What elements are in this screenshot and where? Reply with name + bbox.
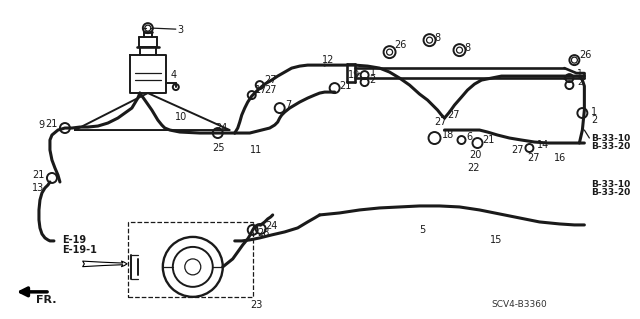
Text: FR.: FR. [36, 295, 56, 305]
Text: 27: 27 [435, 117, 447, 127]
Text: 1: 1 [591, 107, 598, 117]
Text: 27: 27 [265, 85, 277, 95]
Text: 7: 7 [285, 100, 291, 110]
Text: 10: 10 [175, 112, 187, 122]
Text: 15: 15 [490, 235, 502, 245]
Text: 4: 4 [171, 70, 177, 80]
Text: 20: 20 [470, 150, 482, 160]
Text: 1: 1 [577, 69, 583, 78]
Text: 27: 27 [265, 75, 277, 85]
Text: 23: 23 [251, 300, 263, 310]
Text: 16: 16 [554, 153, 566, 163]
Text: 24: 24 [266, 221, 278, 231]
Text: 24: 24 [215, 123, 227, 133]
Text: B-33-20: B-33-20 [591, 142, 630, 151]
Text: 6: 6 [467, 132, 472, 142]
Text: 26: 26 [395, 40, 407, 50]
Text: 25: 25 [212, 143, 224, 153]
Text: 1: 1 [370, 67, 376, 77]
Text: 14: 14 [538, 140, 550, 150]
Text: 2: 2 [591, 115, 598, 125]
Text: 2: 2 [577, 78, 583, 86]
Text: 13: 13 [32, 183, 44, 193]
Text: 21: 21 [32, 170, 44, 180]
Text: 17: 17 [255, 85, 267, 95]
Text: 21: 21 [340, 81, 352, 91]
Text: 5: 5 [420, 225, 426, 235]
Text: E-19-1: E-19-1 [62, 245, 97, 255]
Text: 11: 11 [250, 145, 262, 155]
Text: 12: 12 [322, 55, 334, 65]
Text: SCV4-B3360: SCV4-B3360 [492, 300, 547, 309]
Text: 27: 27 [511, 145, 524, 155]
Text: 19: 19 [348, 70, 360, 80]
Text: 21: 21 [45, 119, 58, 129]
Text: 3: 3 [178, 25, 184, 35]
Text: 27: 27 [527, 153, 540, 163]
Text: 22: 22 [467, 163, 480, 173]
Text: 26: 26 [579, 50, 592, 60]
Bar [128, 222, 253, 297]
Text: 18: 18 [442, 130, 454, 140]
Text: 27: 27 [447, 110, 460, 120]
Text: 8: 8 [465, 43, 470, 53]
Text: B-33-10: B-33-10 [591, 134, 630, 143]
Text: E-19: E-19 [62, 235, 86, 245]
Text: 2: 2 [370, 75, 376, 85]
Text: 21: 21 [483, 135, 495, 145]
Text: B-33-10: B-33-10 [591, 181, 630, 189]
Text: 28: 28 [258, 228, 270, 238]
Text: B-33-20: B-33-20 [591, 189, 630, 197]
Text: 9: 9 [38, 120, 44, 130]
Text: 8: 8 [435, 33, 441, 43]
